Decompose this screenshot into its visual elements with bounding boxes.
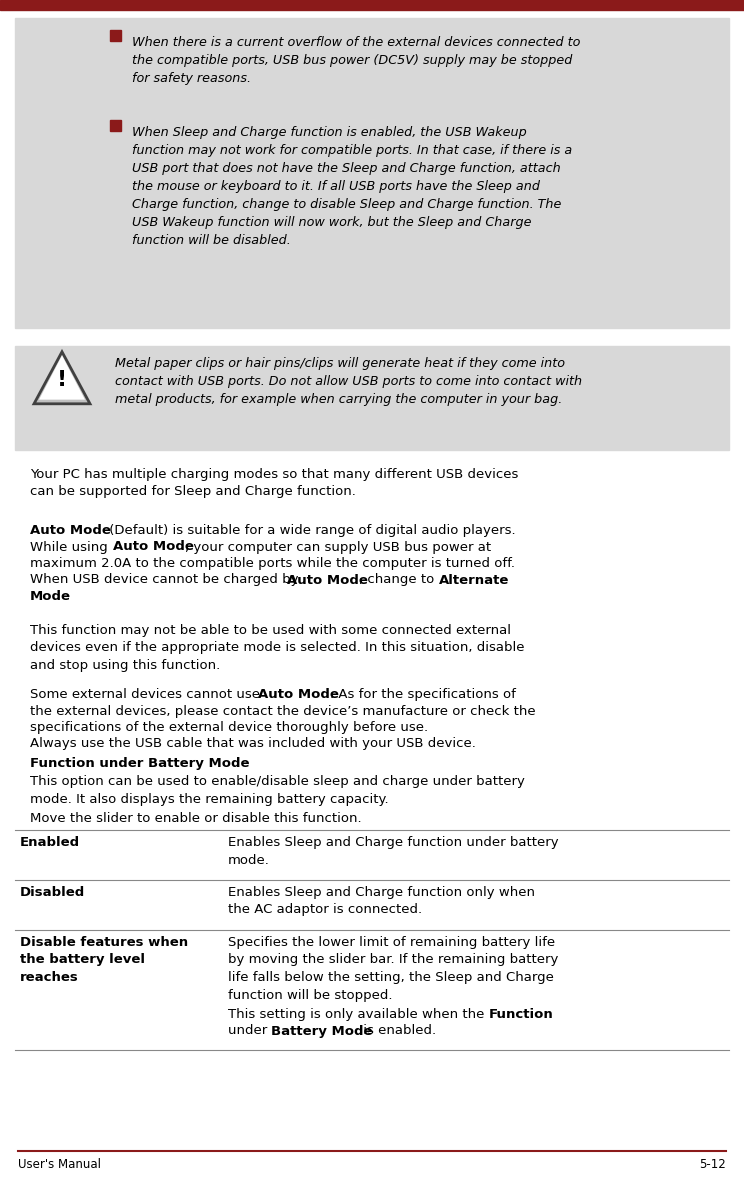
Text: specifications of the external device thoroughly before use.: specifications of the external device th… [30, 722, 428, 735]
Text: When Sleep and Charge function is enabled, the USB Wakeup
function may not work : When Sleep and Charge function is enable… [132, 126, 572, 246]
Text: Disable features when
the battery level
reaches: Disable features when the battery level … [20, 936, 188, 984]
Text: This setting is only available when the: This setting is only available when the [228, 1008, 489, 1021]
Text: This function may not be able to be used with some connected external
devices ev: This function may not be able to be used… [30, 624, 525, 672]
Text: Your PC has multiple charging modes so that many different USB devices
can be su: Your PC has multiple charging modes so t… [30, 468, 519, 499]
Text: the external devices, please contact the device’s manufacture or check the: the external devices, please contact the… [30, 705, 536, 718]
Text: Auto Mode: Auto Mode [30, 523, 111, 536]
Text: Auto Mode: Auto Mode [287, 573, 368, 586]
Text: Mode: Mode [30, 590, 71, 602]
Polygon shape [39, 355, 85, 400]
Bar [0, 0, 744, 9]
Text: When there is a current overflow of the external devices connected to
the compat: When there is a current overflow of the … [132, 37, 580, 85]
Text: Move the slider to enable or disable this function.: Move the slider to enable or disable thi… [30, 812, 362, 825]
Text: (Default) is suitable for a wide range of digital audio players.: (Default) is suitable for a wide range o… [105, 523, 516, 536]
Text: maximum 2.0A to the compatible ports while the computer is turned off.: maximum 2.0A to the compatible ports whi… [30, 556, 515, 569]
Text: Auto Mode: Auto Mode [258, 689, 339, 702]
Text: Function: Function [489, 1008, 554, 1021]
Bar [110, 120, 121, 131]
Text: This option can be used to enable/disable sleep and charge under battery
mode. I: This option can be used to enable/disabl… [30, 775, 525, 805]
Text: , your computer can supply USB bus power at: , your computer can supply USB bus power… [185, 540, 491, 553]
Bar [15, 345, 729, 450]
Text: under: under [228, 1025, 272, 1038]
Bar [110, 29, 121, 41]
Text: Function under Battery Mode: Function under Battery Mode [30, 757, 249, 770]
Text: is enabled.: is enabled. [359, 1025, 436, 1038]
Text: Disabled: Disabled [20, 885, 86, 900]
Text: Specifies the lower limit of remaining battery life
by moving the slider bar. If: Specifies the lower limit of remaining b… [228, 936, 559, 1001]
Text: , change to: , change to [359, 573, 438, 586]
Text: While using: While using [30, 540, 112, 553]
Text: . As for the specifications of: . As for the specifications of [330, 689, 516, 702]
Text: When USB device cannot be charged by: When USB device cannot be charged by [30, 573, 303, 586]
Text: Battery Mode: Battery Mode [271, 1025, 373, 1038]
Text: .: . [64, 590, 68, 602]
Text: Metal paper clips or hair pins/clips will generate heat if they come into
contac: Metal paper clips or hair pins/clips wil… [115, 357, 582, 406]
Text: Enables Sleep and Charge function only when
the AC adaptor is connected.: Enables Sleep and Charge function only w… [228, 885, 535, 916]
Text: !: ! [57, 370, 67, 390]
Text: Auto Mode: Auto Mode [113, 540, 194, 553]
Text: Always use the USB cable that was included with your USB device.: Always use the USB cable that was includ… [30, 737, 476, 750]
Text: 5-12: 5-12 [699, 1159, 726, 1172]
Text: Enables Sleep and Charge function under battery
mode.: Enables Sleep and Charge function under … [228, 836, 559, 867]
Text: User's Manual: User's Manual [18, 1159, 101, 1172]
Text: Enabled: Enabled [20, 836, 80, 849]
Polygon shape [34, 351, 90, 403]
Text: Alternate: Alternate [439, 573, 510, 586]
Text: Some external devices cannot use: Some external devices cannot use [30, 689, 264, 702]
Bar [15, 18, 729, 328]
